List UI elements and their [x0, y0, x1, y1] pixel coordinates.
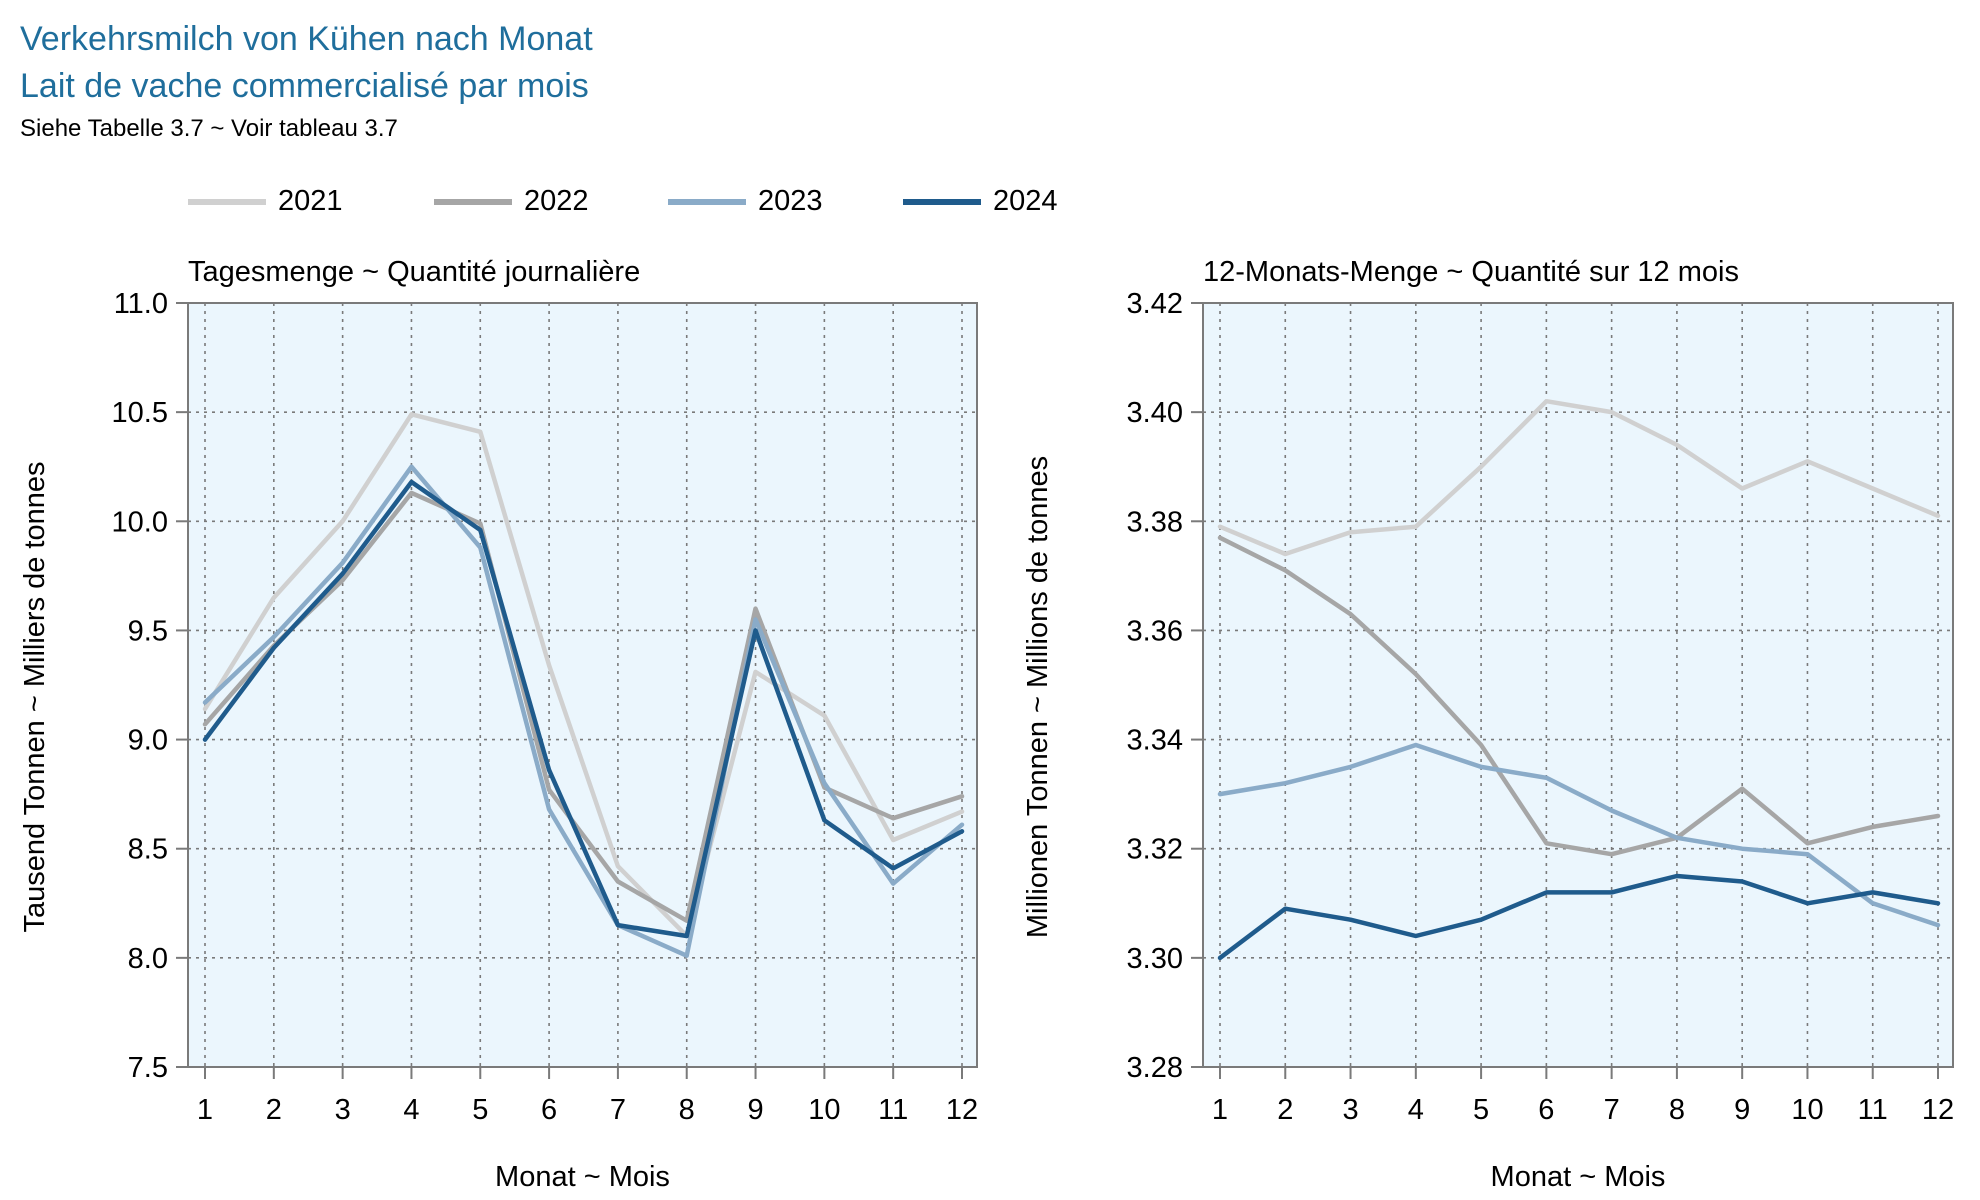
main-title-de: Verkehrsmilch von Kühen nach Monat — [20, 20, 593, 58]
series-line-2024 — [202, 479, 965, 939]
y-tick-label: 3.36 — [1127, 615, 1183, 647]
series-line-2023 — [1217, 742, 1941, 928]
legend-swatch-2024 — [903, 199, 981, 205]
legend-swatch-2023 — [668, 199, 746, 205]
y-tick-label: 10.5 — [112, 397, 168, 429]
x-tick-label: 10 — [808, 1094, 840, 1126]
chart-title: Tagesmenge ~ Quantité journalière — [188, 256, 640, 288]
main-title-fr: Lait de vache commercialisé par mois — [20, 67, 589, 105]
x-tick-label: 2 — [266, 1094, 282, 1126]
x-tick-label: 7 — [610, 1094, 626, 1126]
x-tick-label: 11 — [878, 1094, 908, 1126]
x-tick-label: 9 — [1734, 1094, 1750, 1126]
y-tick-label: 9.0 — [128, 725, 168, 757]
plot-background — [1203, 303, 1953, 1067]
y-tick-label: 11.0 — [114, 288, 168, 320]
x-tick-label: 1 — [197, 1094, 213, 1126]
x-tick-label: 12 — [946, 1094, 978, 1126]
y-tick-label: 7.5 — [128, 1052, 168, 1084]
legend-label-2022: 2022 — [524, 185, 589, 217]
right-chart: 3.283.303.323.343.363.383.403.421 2 3 4 5 6 7 8… — [1022, 256, 1954, 1193]
series-line-2023 — [202, 464, 965, 958]
x-tick-label: 8 — [1669, 1094, 1685, 1126]
legend-swatch-2022 — [434, 199, 512, 205]
series-line-2021 — [1217, 398, 1941, 557]
legend-label-2021: 2021 — [278, 185, 343, 217]
x-tick-label: 3 — [1342, 1094, 1358, 1126]
y-tick-label: 3.40 — [1127, 397, 1183, 429]
y-tick-label: 3.30 — [1127, 943, 1183, 975]
subtitle: Siehe Tabelle 3.7 ~ Voir tableau 3.7 — [20, 115, 398, 142]
x-tick-label: 9 — [747, 1094, 763, 1126]
y-tick-label: 3.38 — [1127, 506, 1183, 538]
plot-frame — [1202, 302, 1954, 1068]
y-axis-label: Tausend Tonnen ~ Milliers de tonnes — [19, 461, 51, 932]
x-axis-label: Monat ~ Mois — [495, 1161, 670, 1193]
y-tick-label: 3.42 — [1127, 288, 1183, 320]
x-tick-label: 6 — [541, 1094, 557, 1126]
x-tick-label: 1 — [1212, 1094, 1228, 1126]
x-tick-label: 2 — [1277, 1094, 1293, 1126]
x-axis-label: Monat ~ Mois — [1491, 1161, 1666, 1193]
x-tick-label: 6 — [1538, 1094, 1554, 1126]
y-tick-label: 8.0 — [128, 943, 168, 975]
left-chart: 7.58.08.59.09.510.010.511.01 2 3 4 5 6 7 8 9 10 11… — [19, 256, 978, 1193]
x-tick-label: 7 — [1604, 1094, 1620, 1126]
x-tick-label: 4 — [403, 1094, 419, 1126]
plot-frame — [187, 302, 978, 1068]
y-tick-label: 10.0 — [112, 506, 168, 538]
y-tick-label: 3.32 — [1127, 834, 1183, 866]
x-tick-label: 8 — [679, 1094, 695, 1126]
series-line-2021 — [202, 412, 965, 939]
y-tick-label: 3.28 — [1127, 1052, 1183, 1084]
chart-title: 12-Monats-Menge ~ Quantité sur 12 mois — [1203, 256, 1739, 288]
legend-label-2024: 2024 — [993, 185, 1058, 217]
x-tick-label: 11 — [1858, 1094, 1888, 1126]
y-tick-label: 9.5 — [128, 615, 168, 647]
y-tick-label: 8.5 — [128, 834, 168, 866]
x-tick-label: 5 — [472, 1094, 488, 1126]
x-tick-label: 4 — [1408, 1094, 1424, 1126]
series-line-2022 — [1217, 535, 1941, 857]
y-tick-label: 3.34 — [1127, 725, 1183, 757]
x-tick-label: 10 — [1791, 1094, 1823, 1126]
x-tick-label: 12 — [1922, 1094, 1954, 1126]
legend-label-2023: 2023 — [758, 185, 823, 217]
series-line-2024 — [1217, 873, 1941, 961]
y-axis-label: Millionen Tonnen ~ Millions de tonnes — [1022, 456, 1054, 938]
x-tick-label: 5 — [1473, 1094, 1489, 1126]
legend-swatch-2021 — [188, 199, 266, 205]
x-tick-label: 3 — [335, 1094, 351, 1126]
series-line-2022 — [202, 490, 965, 923]
plot-background — [188, 303, 977, 1067]
